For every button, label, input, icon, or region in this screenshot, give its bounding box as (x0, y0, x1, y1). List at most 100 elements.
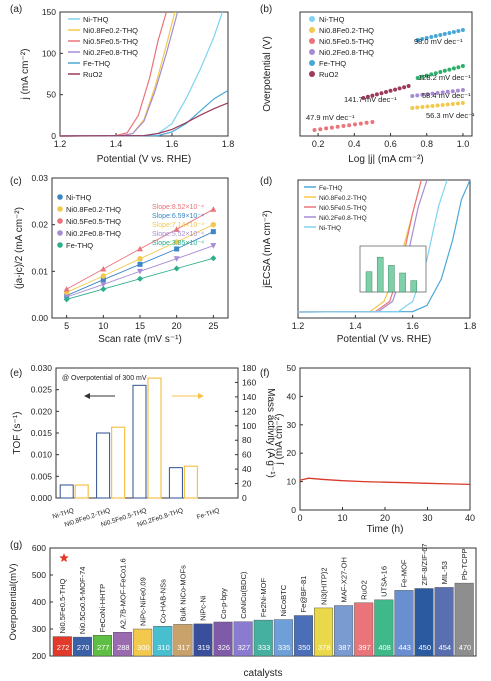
panel-e-ylabel: TOF (s⁻¹) (12, 412, 23, 455)
panel-c-legend-entry: Ni0.5Fe0.5-THQ (66, 217, 121, 226)
panel-b-data-point (420, 37, 425, 41)
panel-a-y-tick-label: 150 (42, 7, 56, 17)
panel-a-ylabel: j (mA cm⁻²) (20, 49, 31, 101)
panel-b-legend-entry: RuO2 (319, 70, 339, 79)
panel-g-category-label: CoNiCu(BDC) (239, 571, 248, 619)
panel-g-value-label: 288 (117, 643, 130, 652)
panel-b-data-point (341, 124, 346, 128)
panel-g-value-label: 272 (57, 643, 70, 652)
panel-c-data-point (100, 286, 107, 293)
panel-b-frame (299, 11, 473, 137)
panel-c-legend-entry: Ni-THQ (66, 193, 92, 202)
panel-e-arrow-left-head (84, 393, 90, 399)
panel-e-y2-tick-label: 60 (242, 450, 252, 460)
panel-e-mass-bar (74, 484, 89, 499)
panel-d-label: (d) (260, 176, 272, 187)
panel-g-bar (133, 628, 153, 657)
panel-a-legend-entry: RuO2 (83, 70, 103, 79)
panel-b-data-point (415, 76, 420, 80)
panel-b-legend-marker (309, 38, 315, 44)
panel-c-x-tick-label: 5 (64, 321, 69, 331)
panel-g-bar (213, 621, 233, 657)
panel-b-legend-marker (309, 49, 315, 55)
panel-b-x-tick-label: 0.4 (348, 139, 361, 149)
panel-b-data-point (420, 105, 425, 109)
panel-c-x-tick-label: 20 (172, 321, 182, 331)
panel-g-category-label: Fe2Ni-MOF (259, 578, 268, 618)
panel-b-data-point (358, 121, 363, 126)
panel-g-category-label: A2.7B-MOF-FeCo1.6 (118, 558, 127, 629)
panel-b-data-point (435, 103, 440, 108)
panel-g-value-label: 378 (318, 643, 331, 652)
panel-b-legend-entry: Ni0.8Fe0.2-THQ (319, 26, 374, 35)
panel-g-value-label: 387 (338, 643, 351, 652)
panel-e-y-tick-label: 0.025 (31, 385, 53, 395)
panel-e-y2label: Mass activity (A g⁻¹) (265, 388, 276, 478)
panel-g-category-label: Pb-TCPP (460, 548, 469, 580)
panel-g-category-label: RuO2 (359, 580, 368, 600)
panel-g-y-tick-label: 300 (32, 624, 46, 634)
panel-b-data-point (324, 126, 329, 131)
panel-b-data-point (429, 72, 434, 77)
panel-d-inset-bar (399, 272, 406, 293)
panel-b-data-point (347, 123, 352, 128)
panel-e-mass-bar (183, 465, 198, 499)
panel-b-data-point (433, 71, 438, 76)
panel-a-legend-entry: Ni0.5Fe0.5-THQ (83, 37, 138, 46)
panel-b-data-point (402, 85, 407, 90)
panel-g-value-label: 319 (197, 643, 210, 652)
panel-f-ylabel: j (mA cm⁻²) (274, 414, 285, 466)
panel-g-category-label: Ni0.5Fe0.5-THQ (58, 578, 67, 633)
panel-c-data-point (173, 265, 180, 272)
panel-e-y-tick-label: 0.005 (31, 471, 53, 481)
panel-c-slope-label: Slope:5.52×10⁻⁴ (152, 231, 204, 238)
panel-f-series-line (299, 477, 471, 486)
panel-f-xlabel: Time (h) (367, 524, 404, 535)
panel-g-label: (g) (10, 540, 22, 551)
panel-f-frame (299, 367, 471, 511)
panel-e-mass-bar (110, 426, 126, 499)
panel-b-data-point (361, 96, 366, 100)
panel-f-x-tick-label: 30 (422, 513, 432, 523)
panel-f-x-tick-label: 10 (337, 513, 347, 523)
panel-g-bar (153, 626, 173, 657)
panel-g-category-label: MAF-X27-OH (339, 557, 348, 602)
panel-d-legend-entry: Fe-THQ (319, 185, 342, 192)
panel-f-y-tick-label: 30 (287, 420, 297, 430)
panel-c-data-point (210, 255, 217, 262)
panel-a-y-tick-label: 50 (47, 90, 57, 100)
panel-b-data-point (329, 125, 334, 130)
panel-b-data-point (406, 84, 411, 88)
panel-b-data-point (450, 89, 455, 94)
panel-c-data-point (210, 229, 216, 235)
panel-g-bar (52, 636, 72, 657)
panel-b-data-point (335, 124, 340, 129)
panel-g-y-tick-label: 200 (32, 651, 46, 661)
panel-g-bar (414, 588, 434, 657)
panel-b-data-point (370, 93, 375, 98)
panel-b-data-point (460, 28, 465, 32)
panel-b-data-point (420, 92, 425, 97)
panel-g-category-label: Ni3(HITP)2 (319, 567, 328, 605)
panel-c-ylabel: (ja-jc)/2 (mA cm⁻²) (14, 207, 25, 289)
panel-b-data-point (442, 68, 447, 73)
panel-g-category-label: Co-HAB-NSs (159, 579, 168, 623)
panel-e-y2-tick-label: 20 (242, 479, 252, 489)
panel-b-data-point (410, 106, 415, 110)
panel-e-label: (e) (10, 368, 22, 379)
panel-e-y-tick-label: 0.030 (31, 363, 53, 373)
panel-g-value-label: 350 (298, 643, 311, 652)
panel-e-annotation: @ Overpotential of 300 mV (62, 375, 147, 382)
panel-b-legend-entry: Ni0.2Fe0.8-THQ (319, 48, 374, 57)
panel-c-data-point (137, 275, 143, 282)
panel-g-category-label: Co-p-bpy (219, 588, 228, 619)
panel-g-category-label: Fe@BF-81 (299, 576, 308, 613)
panel-c-data-point (63, 296, 70, 303)
panel-g-category-label: UTSA-16 (380, 566, 389, 597)
panel-g-bar (113, 632, 133, 657)
panel-b-data-point (318, 127, 323, 132)
panel-c-data-point (137, 245, 143, 252)
panel-g-bar (273, 619, 293, 657)
panel-g-bar (233, 621, 253, 657)
panel-b-data-point (415, 93, 420, 98)
